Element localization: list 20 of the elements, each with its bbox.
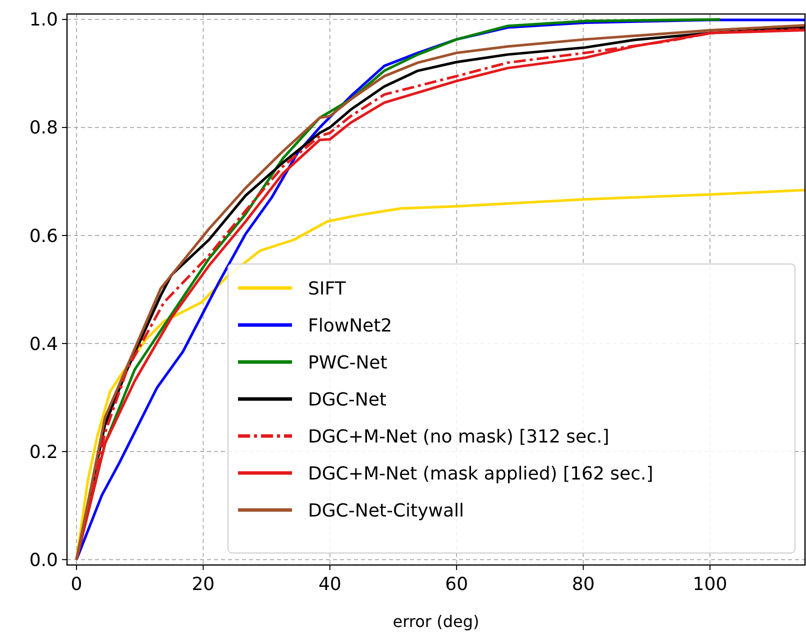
x-tick-label: 0 [70, 574, 82, 595]
legend-label: DGC+M-Net (mask applied) [162 sec.] [308, 463, 654, 484]
x-tick-label: 40 [318, 574, 342, 595]
y-tick-label: 0.2 [29, 442, 58, 463]
x-tick-label: 100 [692, 574, 728, 595]
legend-label: DGC+M-Net (no mask) [312 sec.] [308, 426, 610, 448]
legend-label: PWC-Net [308, 352, 388, 374]
y-tick-label: 0.8 [29, 118, 58, 139]
y-tick-label: 1.0 [29, 10, 58, 31]
y-tick-label: 0.4 [29, 334, 58, 355]
legend-label: DGC-Net-Citywall [308, 500, 464, 522]
y-tick-label: 0.6 [29, 226, 58, 247]
x-tick-label: 20 [192, 574, 215, 595]
legend-label: SIFT [308, 278, 347, 300]
y-tick-label: 0.0 [29, 550, 58, 571]
legend-label: FlowNet2 [308, 315, 392, 336]
x-axis-title: error (deg) [392, 612, 480, 631]
legend-label: DGC-Net [308, 389, 386, 410]
x-tick-label: 80 [572, 574, 595, 595]
x-tick-label: 60 [445, 574, 468, 595]
